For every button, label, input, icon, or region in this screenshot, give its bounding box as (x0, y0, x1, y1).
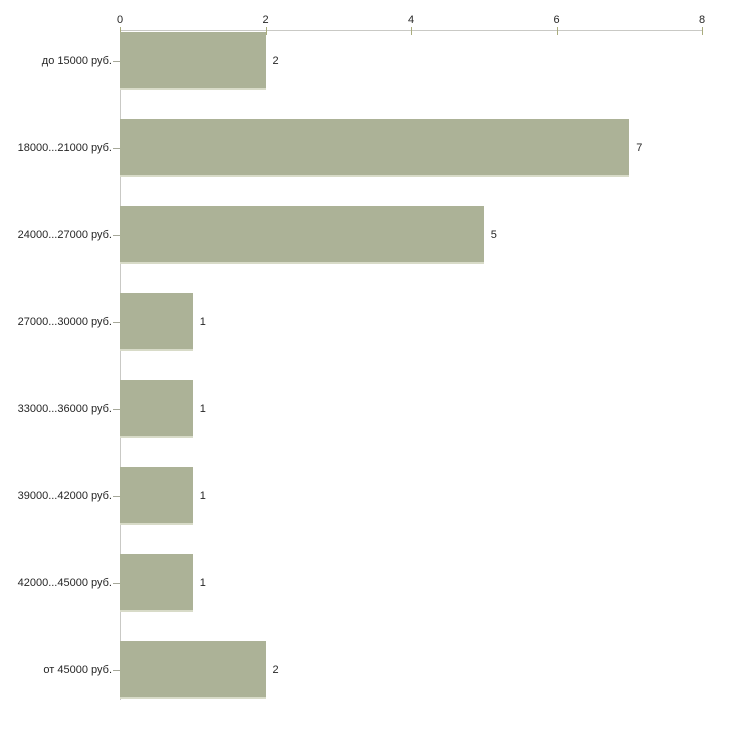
y-tick-mark (113, 235, 120, 236)
x-tick-label: 0 (116, 14, 124, 26)
bar-row: 27000...30000 руб. 1 (0, 291, 730, 378)
value-label: 1 (199, 316, 206, 328)
bar (120, 554, 193, 612)
y-tick-mark (113, 496, 120, 497)
value-label: 1 (199, 403, 206, 415)
value-label: 7 (636, 142, 643, 154)
x-tick-label: 2 (262, 14, 269, 26)
category-label: 39000...42000 руб. (17, 490, 112, 502)
value-label: 1 (199, 490, 206, 502)
bar (120, 119, 630, 177)
bar (120, 206, 484, 264)
category-label: до 15000 руб. (41, 55, 112, 67)
x-tick-label: 6 (553, 14, 560, 26)
bar-row: 24000...27000 руб. 5 (0, 204, 730, 291)
category-label: 42000...45000 руб. (17, 577, 112, 589)
bar (120, 467, 193, 525)
bar-row: 33000...36000 руб. 1 (0, 378, 730, 465)
category-label: 18000...21000 руб. (17, 142, 112, 154)
y-tick-mark (113, 61, 120, 62)
category-label: 24000...27000 руб. (17, 229, 112, 241)
category-label: 33000...36000 руб. (17, 403, 112, 415)
value-label: 2 (272, 55, 279, 67)
y-tick-mark (113, 148, 120, 149)
value-label: 1 (199, 577, 206, 589)
category-label: 27000...30000 руб. (17, 316, 112, 328)
y-tick-mark (113, 322, 120, 323)
value-label: 2 (272, 664, 279, 676)
x-tick-mark (556, 27, 558, 35)
bar-row: 18000...21000 руб. 7 (0, 117, 730, 204)
y-tick-mark (113, 409, 120, 410)
x-tick-label: 4 (407, 14, 415, 26)
bar-row: 39000...42000 руб. 1 (0, 465, 730, 552)
bar (120, 380, 193, 438)
bar (120, 641, 266, 699)
bar-row: от 45000 руб. 2 (0, 639, 730, 726)
x-tick-mark (120, 27, 121, 35)
value-label: 5 (490, 229, 497, 241)
category-label: от 45000 руб. (43, 664, 112, 676)
bar-row: до 15000 руб. 2 (0, 30, 730, 117)
x-tick-mark (265, 27, 267, 35)
bar-row: 42000...45000 руб. 1 (0, 552, 730, 639)
y-tick-mark (113, 583, 120, 584)
y-axis-line (120, 30, 121, 700)
bar (120, 32, 266, 90)
x-tick-mark (702, 27, 703, 35)
bar (120, 293, 193, 351)
x-tick-label: 8 (698, 14, 706, 26)
y-tick-mark (113, 670, 120, 671)
x-tick-mark (411, 27, 412, 35)
